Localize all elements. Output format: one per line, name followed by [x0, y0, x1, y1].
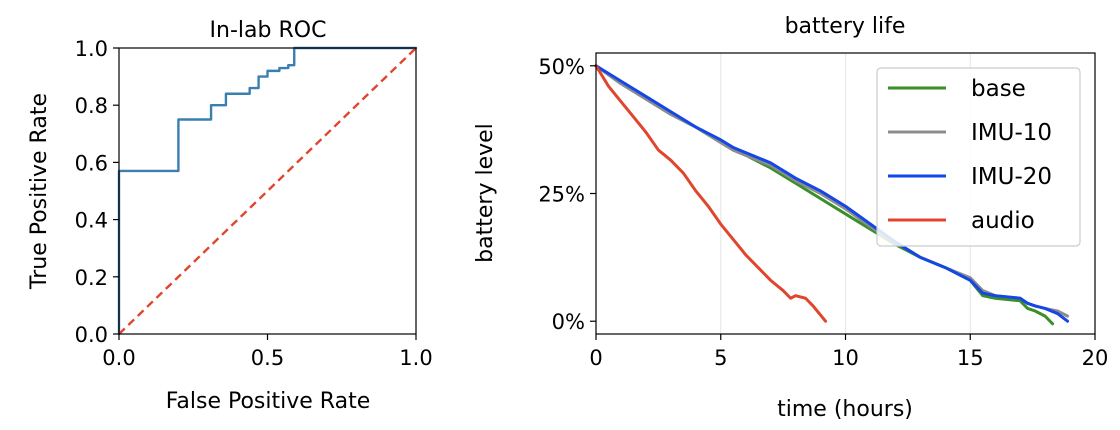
- roc-axes-frame: [118, 47, 417, 335]
- roc-x-tick-label-2: 1.0: [399, 346, 432, 370]
- roc-title: In-lab ROC: [210, 18, 327, 43]
- roc-y-tick-label-1: 0.2: [75, 266, 108, 290]
- roc-x-ticks: 0.0 0.5 1.0: [102, 334, 433, 370]
- battery-chart: battery life 0 5 10 15 20 0% 25% 50% time (hou…: [473, 14, 1108, 422]
- bat-y-tick-label-0: 0%: [552, 310, 585, 334]
- bat-series-audio: [594, 64, 828, 323]
- roc-y-tick-label-5: 1.0: [75, 37, 108, 61]
- roc-x-tick-label-1: 0.5: [251, 346, 284, 370]
- battery-title: battery life: [785, 14, 906, 39]
- bat-x-tick-label-2: 10: [832, 346, 859, 370]
- roc-y-ticks: 0.0 0.2 0.4 0.6 0.8 1.0: [75, 37, 119, 347]
- roc-plot-area: [117, 46, 418, 336]
- bat-y-tick-label-1: 25%: [538, 183, 585, 207]
- bat-y-tick-label-2: 50%: [538, 55, 585, 79]
- legend-label-audio: audio: [971, 208, 1035, 234]
- battery-y-axis-label: battery level: [473, 123, 498, 263]
- bat-x-tick-label-0: 0: [589, 346, 602, 370]
- roc-series-chance: [118, 47, 417, 335]
- roc-x-axis-label: False Positive Rate: [166, 389, 370, 414]
- bat-x-tick-label-1: 5: [714, 346, 727, 370]
- roc-y-axis-label: True Positive Rate: [27, 93, 52, 290]
- battery-legend: base IMU-10 IMU-20 audio: [876, 67, 1081, 247]
- legend-box: [876, 67, 1081, 247]
- battery-x-ticks: 0 5 10 15 20: [589, 334, 1108, 370]
- roc-y-tick-label-3: 0.6: [75, 151, 108, 175]
- roc-series-roc: [117, 46, 418, 336]
- roc-y-tick-label-4: 0.8: [75, 94, 108, 118]
- legend-label-imu-10: IMU-10: [971, 120, 1052, 146]
- bat-x-tick-label-4: 20: [1082, 346, 1109, 370]
- roc-x-tick-label-0: 0.0: [102, 346, 135, 370]
- bat-x-tick-label-3: 15: [957, 346, 984, 370]
- battery-x-axis-label: time (hours): [777, 397, 913, 422]
- roc-y-tick-label-2: 0.4: [75, 209, 108, 233]
- bat-series-imu-20: [594, 64, 1070, 323]
- roc-chart: In-lab ROC 0.0 0.5 1.0 0.00.20.40.60.81.0 …: [27, 18, 433, 414]
- legend-label-base: base: [971, 76, 1026, 102]
- battery-y-ticks: 0% 25% 50%: [538, 55, 596, 334]
- roc-y-tick-label-0: 0.0: [75, 323, 108, 347]
- legend-label-imu-20: IMU-20: [971, 164, 1052, 190]
- battery-plot-area: [594, 64, 1070, 326]
